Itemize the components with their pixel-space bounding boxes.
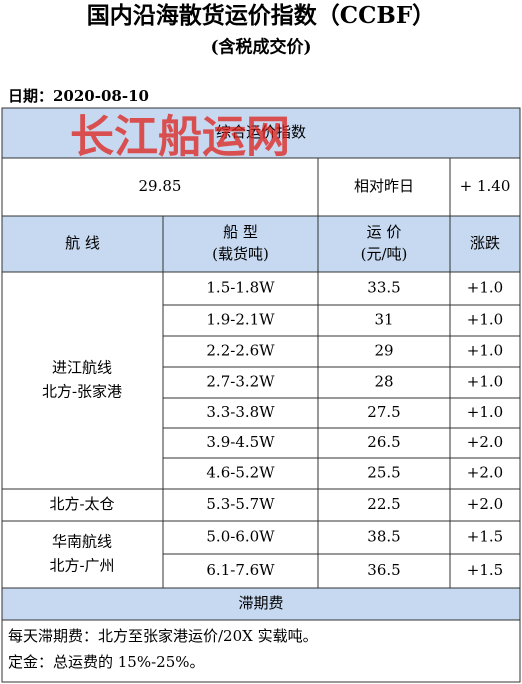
route: 进江航线: [52, 359, 112, 377]
cell: [1, 520, 164, 589]
cell: [449, 335, 521, 368]
cell-text: +2.0: [467, 495, 503, 513]
cell-text: 4.6-5.2W: [206, 464, 275, 482]
cell: [449, 520, 521, 555]
cell: [162, 457, 319, 490]
cell-text: +1.0: [467, 403, 503, 421]
cell: [162, 335, 319, 368]
cell: [317, 366, 451, 399]
cell: [317, 397, 451, 429]
cell: [1, 271, 164, 490]
cell-text: 6.1-7.6W: [206, 561, 275, 579]
cell: [162, 553, 319, 589]
cell: [317, 488, 451, 522]
cell-text: 综合运价指数: [216, 123, 306, 141]
cell: [449, 271, 521, 306]
cell-text: 25.5: [367, 464, 400, 482]
cell-text: 5.3-5.7W: [206, 495, 275, 513]
cell: [317, 553, 451, 589]
column-header: 船 型: [223, 223, 258, 241]
cell-text: +1.0: [467, 279, 503, 297]
route: 华南航线: [52, 533, 112, 551]
cell-text: 33.5: [367, 279, 400, 297]
cell: [449, 397, 521, 429]
cell: [449, 427, 521, 459]
cell-text: 38.5: [367, 528, 400, 546]
cell-text: 1.9-2.1W: [206, 311, 275, 329]
cell-text: +2.0: [467, 464, 503, 482]
cell-text: +1.5: [467, 561, 503, 579]
route: 北方-广州: [49, 557, 114, 575]
route: 北方-太仓: [49, 495, 114, 513]
cell: [162, 366, 319, 399]
cell-text: 29: [374, 342, 393, 360]
watermark: 长江船运网: [70, 112, 290, 163]
note: 定金：总运费的 15%-25%。: [8, 653, 205, 671]
cell: [162, 304, 319, 337]
cell-text: 1.5-1.8W: [206, 279, 275, 297]
cell-text: +2.0: [467, 433, 503, 451]
cell-text: 31: [374, 311, 393, 329]
cell-text: +1.0: [467, 373, 503, 391]
date: 日期：2020-08-10: [8, 87, 149, 105]
cell-text: 29.85: [139, 177, 182, 195]
cell: [1, 619, 521, 683]
note: 每天滞期费：北方至张家港运价/20X 实载吨。: [8, 627, 318, 645]
cell-text: +1.5: [467, 528, 503, 546]
cell: [449, 304, 521, 337]
column-header: 运 价: [367, 223, 402, 241]
cell: [317, 427, 451, 459]
column-header: 涨跌: [470, 234, 500, 252]
cell: [162, 427, 319, 459]
cell: [449, 215, 521, 273]
column-header: 航 线: [65, 234, 100, 252]
cell-text: 相对昨日: [354, 177, 414, 195]
cell-text: 26.5: [367, 433, 400, 451]
cell: [449, 457, 521, 490]
cell: [1, 587, 521, 621]
cell-text: 滞期费: [238, 594, 283, 612]
cell-text: +1.0: [467, 311, 503, 329]
cell: [449, 553, 521, 589]
cell-text: 3.9-4.5W: [206, 433, 275, 451]
cell-text: + 1.40: [460, 177, 511, 195]
cell: [317, 304, 451, 337]
cell: [317, 215, 451, 273]
cell-text: 36.5: [367, 561, 400, 579]
route: 北方-张家港: [42, 383, 122, 401]
subtitle: (含税成交价): [210, 37, 311, 58]
cell-text: 5.0-6.0W: [206, 528, 275, 546]
title: 国内沿海散货运价指数（CCBF）: [87, 2, 435, 29]
cell: [449, 366, 521, 399]
cell-text: 28: [374, 373, 393, 391]
column-header: (元/吨): [361, 245, 408, 263]
cell: [162, 215, 319, 273]
cell-text: 22.5: [367, 495, 400, 513]
cell-text: 27.5: [367, 403, 400, 421]
cell: [449, 488, 521, 522]
cell: [162, 271, 319, 306]
cell: [1, 107, 521, 159]
column-header: (载货吨): [212, 245, 269, 263]
cell-text: 3.3-3.8W: [206, 403, 275, 421]
cell: [317, 457, 451, 490]
cell-text: 2.2-2.6W: [206, 342, 275, 360]
cell-text: +1.0: [467, 342, 503, 360]
cell: [162, 520, 319, 555]
cell: [449, 157, 521, 217]
cell-text: 2.7-3.2W: [206, 373, 275, 391]
cell: [1, 215, 164, 273]
cell: [162, 488, 319, 522]
